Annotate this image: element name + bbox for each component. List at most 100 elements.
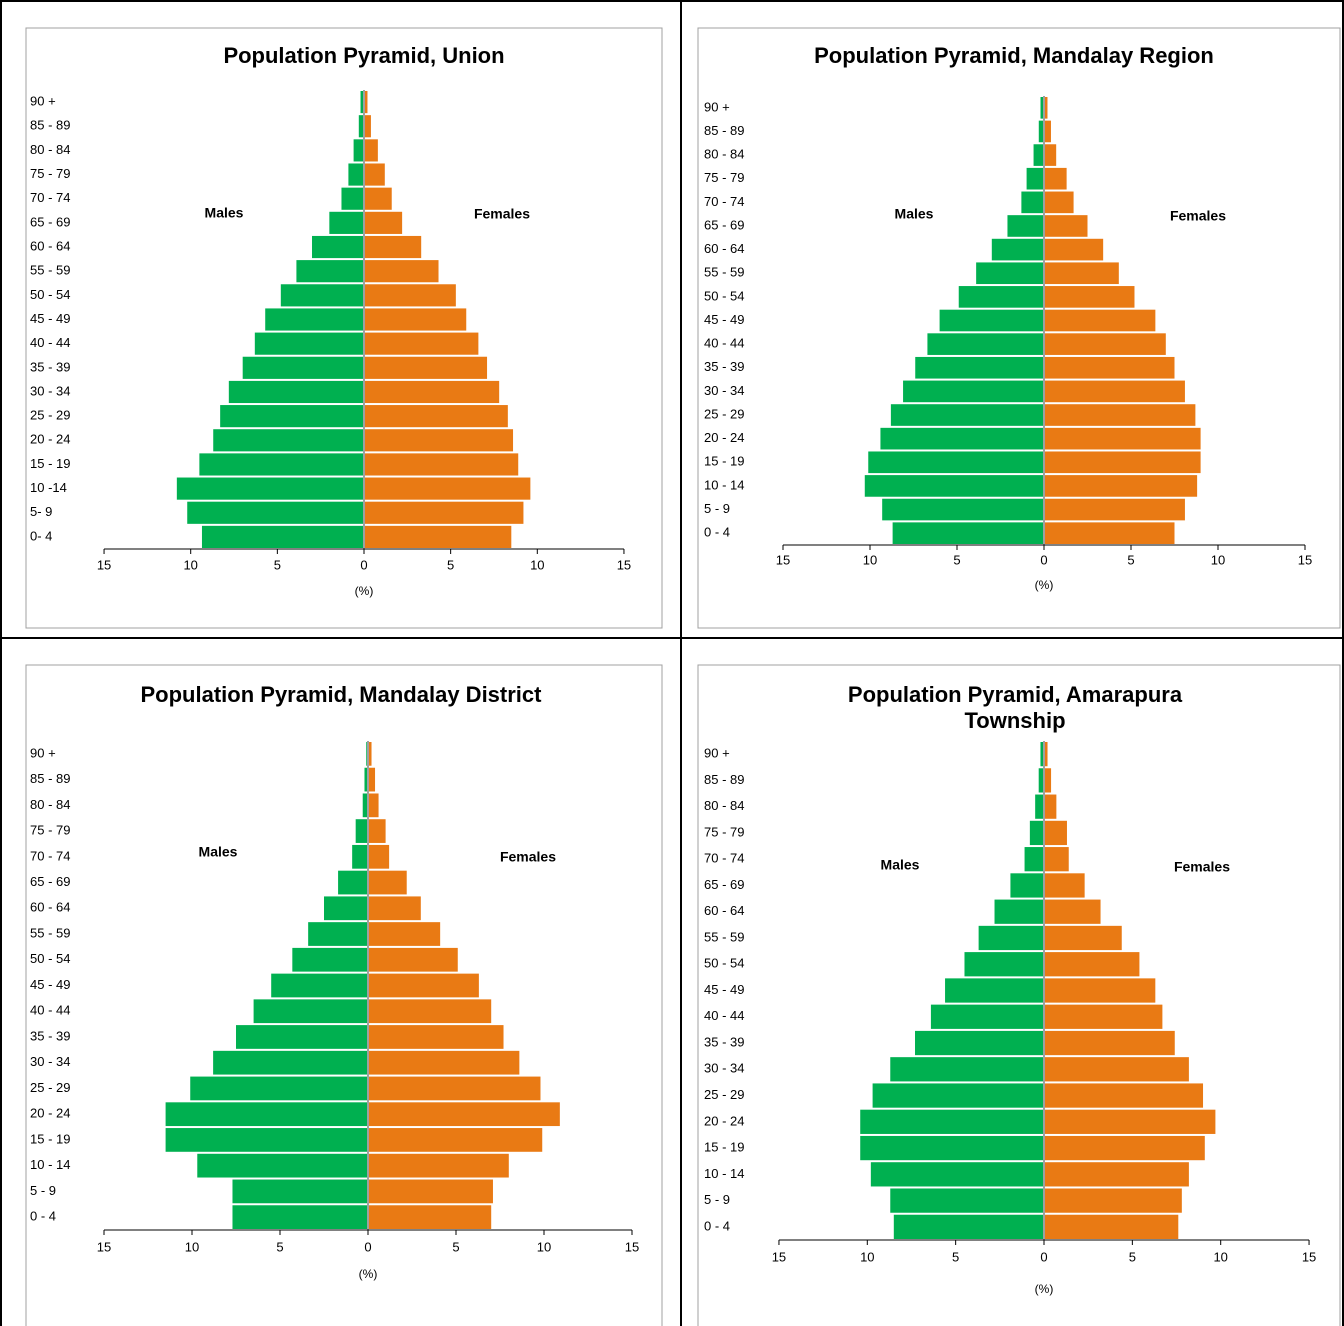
bar	[368, 896, 421, 921]
y-tick-label: 80 - 84	[30, 797, 70, 812]
series-label: Males	[881, 857, 920, 873]
bar	[991, 238, 1044, 261]
bar	[872, 1083, 1044, 1108]
y-tick-label: 85 - 89	[704, 123, 744, 138]
bar	[368, 1050, 520, 1075]
x-tick-label: 5	[274, 557, 281, 572]
bar	[236, 1025, 368, 1049]
bar	[930, 1004, 1044, 1029]
bar	[364, 260, 439, 283]
bar	[329, 211, 364, 234]
series-label: Females	[474, 206, 530, 222]
bar	[1044, 1214, 1179, 1239]
y-tick-label: 90 +	[30, 745, 56, 760]
bar	[1044, 952, 1140, 977]
y-tick-label: 85 - 89	[30, 771, 70, 786]
bar	[880, 427, 1044, 450]
bar	[364, 211, 403, 234]
chart-frame	[25, 27, 663, 629]
y-tick-label: 90 +	[704, 746, 730, 761]
bar	[1044, 215, 1088, 237]
bar	[1044, 873, 1085, 898]
y-tick-label: 75 - 79	[704, 824, 744, 839]
bar	[964, 952, 1044, 977]
y-tick-label: 75 - 79	[30, 823, 70, 838]
bar	[1044, 286, 1135, 308]
y-tick-label: 40 - 44	[30, 335, 70, 350]
x-tick-label: 5	[447, 557, 454, 572]
chart-title: Population Pyramid, Mandalay Region	[814, 43, 1214, 68]
x-tick-label: 5	[452, 1239, 459, 1254]
bar	[915, 1030, 1044, 1056]
y-tick-label: 80 - 84	[30, 142, 70, 157]
bar	[165, 1102, 368, 1127]
bar	[364, 91, 368, 114]
y-tick-label: 40 - 44	[704, 1008, 744, 1023]
y-tick-label: 30 - 34	[704, 383, 744, 398]
y-tick-label: 10 -14	[30, 480, 67, 495]
x-tick-label: 15	[97, 557, 111, 572]
bar	[368, 922, 441, 946]
y-tick-label: 50 - 54	[30, 951, 70, 966]
bar	[220, 405, 364, 428]
bar	[890, 404, 1044, 426]
x-tick-label: 10	[530, 557, 544, 572]
y-tick-label: 10 - 14	[704, 477, 744, 492]
bar	[232, 1179, 368, 1204]
bar	[348, 163, 364, 186]
bar	[364, 308, 467, 331]
bar	[1044, 1188, 1182, 1213]
y-tick-label: 20 - 24	[704, 1113, 744, 1128]
bar	[254, 332, 364, 355]
y-tick-label: 55 - 59	[704, 265, 744, 280]
bar	[868, 451, 1044, 474]
bar	[362, 793, 368, 818]
x-axis-label: (%)	[359, 1267, 378, 1281]
y-tick-label: 90 +	[704, 99, 730, 114]
bar	[1040, 97, 1044, 119]
bar	[1040, 742, 1044, 767]
y-tick-label: 60 - 64	[30, 900, 70, 915]
bar	[364, 380, 500, 404]
bar	[364, 767, 368, 792]
bar	[1044, 1057, 1189, 1082]
x-tick-label: 15	[617, 557, 631, 572]
y-tick-label: 50 - 54	[704, 288, 744, 303]
bar	[978, 925, 1044, 951]
bar	[190, 1076, 368, 1101]
bar	[1044, 380, 1185, 403]
bar	[958, 286, 1044, 308]
bar	[1044, 356, 1175, 379]
bar	[364, 356, 488, 379]
bar	[364, 139, 378, 162]
y-tick-label: 35 - 39	[30, 359, 70, 374]
y-tick-label: 0 - 4	[704, 1218, 730, 1233]
y-tick-label: 25 - 29	[30, 1080, 70, 1095]
bar	[368, 1179, 493, 1204]
x-tick-label: 10	[537, 1239, 551, 1254]
bar	[201, 525, 364, 548]
series-label: Females	[500, 849, 556, 865]
bar	[890, 1057, 1044, 1082]
chart-frame	[697, 27, 1341, 629]
bar	[353, 139, 364, 162]
series-label: Females	[1174, 859, 1230, 875]
x-tick-label: 10	[1211, 552, 1225, 567]
bar	[312, 235, 364, 259]
bar	[292, 947, 368, 972]
bar	[927, 333, 1044, 355]
y-tick-label: 20 - 24	[30, 1106, 70, 1121]
bar	[364, 525, 512, 548]
bar	[1026, 167, 1044, 190]
bar	[1044, 167, 1067, 190]
x-tick-label: 15	[1302, 1249, 1316, 1264]
bar	[368, 947, 458, 972]
x-tick-label: 10	[1213, 1249, 1227, 1264]
y-tick-label: 70 - 74	[30, 848, 70, 863]
bar	[1010, 873, 1044, 898]
y-tick-label: 65 - 69	[704, 217, 744, 232]
bar	[1044, 498, 1185, 521]
y-tick-label: 60 - 64	[30, 238, 70, 253]
y-tick-label: 30 - 34	[30, 1054, 70, 1069]
bar	[1044, 522, 1175, 544]
